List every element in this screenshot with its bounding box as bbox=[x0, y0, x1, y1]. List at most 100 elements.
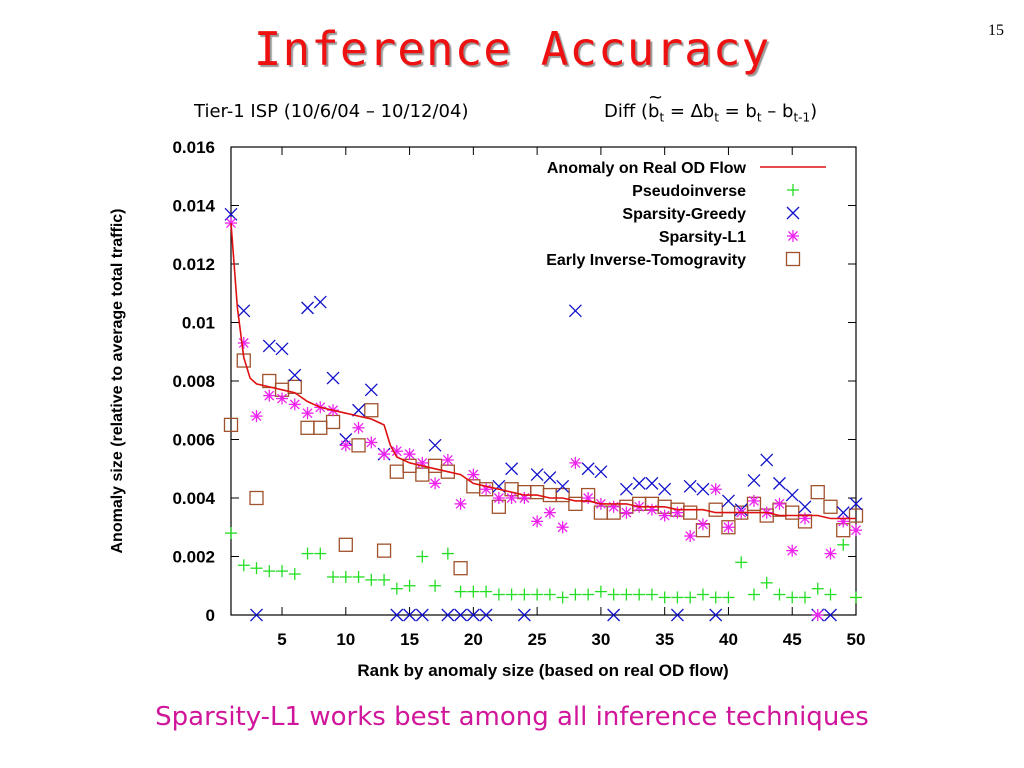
sparsity_greedy-point bbox=[415, 608, 429, 622]
sparsity_l1-point bbox=[696, 518, 709, 531]
sparsity_l1-point bbox=[441, 453, 454, 466]
sparsity_greedy-point bbox=[683, 479, 697, 493]
sparsity_greedy-point bbox=[556, 479, 570, 493]
sparsity_l1-point bbox=[850, 524, 862, 537]
sparsity_l1-point bbox=[620, 506, 633, 519]
tomogravity-point bbox=[568, 496, 583, 512]
pseudoinverse-point bbox=[250, 562, 263, 575]
pseudoinverse-point bbox=[378, 573, 391, 586]
tomogravity-point bbox=[351, 438, 366, 453]
sparsity_l1-point bbox=[556, 521, 569, 534]
sparsity_l1-point bbox=[276, 392, 289, 405]
legend-marker-swatch bbox=[786, 206, 800, 220]
sparsity_greedy-point bbox=[237, 304, 251, 318]
formula-sub-t2: t bbox=[714, 110, 719, 125]
x-tick-label: 30 bbox=[591, 630, 610, 649]
sparsity_l1-point bbox=[569, 456, 582, 469]
formula-minus: – b bbox=[761, 101, 794, 122]
sparsity_greedy-point bbox=[301, 301, 314, 315]
pseudoinverse-point bbox=[365, 573, 378, 586]
sparsity_l1-point bbox=[773, 497, 786, 510]
sparsity_l1-point bbox=[339, 439, 352, 452]
pseudoinverse-point bbox=[709, 591, 722, 604]
tomogravity-point bbox=[708, 502, 723, 517]
sparsity_greedy-point bbox=[454, 608, 468, 622]
tomogravity-point bbox=[453, 561, 468, 576]
pseudoinverse-point bbox=[569, 588, 582, 601]
tomogravity-point bbox=[542, 487, 558, 503]
axis-ticks: 5 10 15 20 25 30 35 40 45 50 0 0.002 0.004 0.006 0.008… bbox=[172, 138, 865, 649]
tomogravity-point bbox=[223, 417, 239, 433]
pseudoinverse-point bbox=[850, 591, 862, 604]
series-sparsity_l1 bbox=[225, 217, 862, 621]
sparsity_greedy-point bbox=[632, 476, 646, 490]
sparsity_l1-point bbox=[365, 436, 378, 449]
anomaly-real-od-line bbox=[230, 223, 856, 520]
y-tick-label: 0.006 bbox=[172, 431, 215, 450]
sparsity_l1-point bbox=[531, 515, 544, 528]
y-tick-label: 0.004 bbox=[172, 489, 215, 508]
sparsity_l1-point bbox=[645, 503, 658, 516]
sparsity_l1-point bbox=[658, 509, 671, 522]
formula-b2: b bbox=[702, 101, 715, 122]
sparsity_l1-point bbox=[543, 506, 556, 519]
formula-eq1: = bbox=[664, 101, 691, 122]
legend-label: Early Inverse-Tomogravity bbox=[546, 252, 746, 269]
sparsity_l1-point bbox=[798, 512, 811, 525]
sparsity_l1-point bbox=[403, 448, 416, 461]
series-tomogravity bbox=[223, 353, 864, 576]
sparsity_greedy-point bbox=[581, 462, 595, 476]
sparsity_l1-point bbox=[492, 492, 505, 504]
formula-prefix: Diff ( bbox=[604, 101, 649, 122]
sparsity_greedy-point bbox=[326, 371, 340, 385]
chart-legend: Anomaly on Real OD Flow Pseudoinverse Spar… bbox=[546, 160, 826, 269]
tomogravity-point bbox=[848, 508, 864, 523]
sparsity_greedy-point bbox=[773, 476, 786, 490]
tomogravity-point bbox=[325, 414, 341, 430]
pseudoinverse-point bbox=[429, 579, 442, 592]
tomogravity-point bbox=[810, 484, 825, 500]
tomogravity-point bbox=[721, 520, 736, 535]
sparsity_l1-point bbox=[786, 544, 799, 557]
b-tilde-symbol: ~ b bbox=[648, 87, 663, 122]
sparsity_greedy-point bbox=[760, 453, 774, 467]
plot-frame bbox=[230, 146, 857, 616]
pseudoinverse-point bbox=[505, 588, 518, 601]
sparsity_greedy-point bbox=[721, 494, 735, 508]
sparsity_greedy-point bbox=[479, 608, 493, 622]
sparsity_greedy-point bbox=[785, 488, 799, 502]
legend-label: Sparsity-Greedy bbox=[622, 206, 746, 223]
pseudoinverse-point bbox=[263, 565, 276, 578]
x-tick-label: 40 bbox=[719, 630, 738, 649]
sparsity_l1-point bbox=[454, 497, 467, 510]
sparsity_l1-point bbox=[288, 398, 301, 411]
sparsity_l1-point bbox=[709, 483, 722, 496]
dataset-subtitle: Tier-1 ISP (10/6/04 – 10/12/04) bbox=[194, 101, 469, 122]
x-tick-label: 10 bbox=[336, 630, 355, 649]
y-tick-label: 0.008 bbox=[172, 372, 215, 391]
pseudoinverse-point bbox=[645, 588, 658, 601]
sparsity_greedy-point bbox=[441, 608, 455, 622]
sparsity_l1-point bbox=[684, 530, 697, 543]
pseudoinverse-point bbox=[480, 585, 493, 598]
sparsity_l1-point bbox=[237, 336, 250, 349]
tomogravity-point bbox=[389, 464, 404, 479]
formula-eq2: = b bbox=[718, 101, 757, 122]
sparsity_l1-point bbox=[467, 468, 480, 481]
y-tick-label: 0.012 bbox=[172, 255, 215, 274]
pseudoinverse-point bbox=[824, 588, 837, 601]
pseudoinverse-point bbox=[786, 591, 799, 604]
pseudoinverse-point bbox=[773, 588, 786, 601]
tomogravity-point bbox=[313, 420, 328, 435]
pseudoinverse-point bbox=[492, 588, 505, 601]
pseudoinverse-point bbox=[798, 591, 811, 604]
formula-sub-t3: t bbox=[756, 110, 762, 125]
legend-label: Anomaly on Real OD Flow bbox=[547, 160, 747, 177]
pseudoinverse-point bbox=[314, 547, 327, 560]
sparsity_greedy-point bbox=[798, 500, 812, 514]
pseudoinverse-point bbox=[225, 527, 237, 540]
formula-sub-t: t bbox=[659, 110, 665, 125]
sparsity_greedy-point bbox=[288, 368, 302, 382]
pseudoinverse-point bbox=[760, 576, 773, 589]
y-tick-label: 0.002 bbox=[172, 548, 215, 567]
